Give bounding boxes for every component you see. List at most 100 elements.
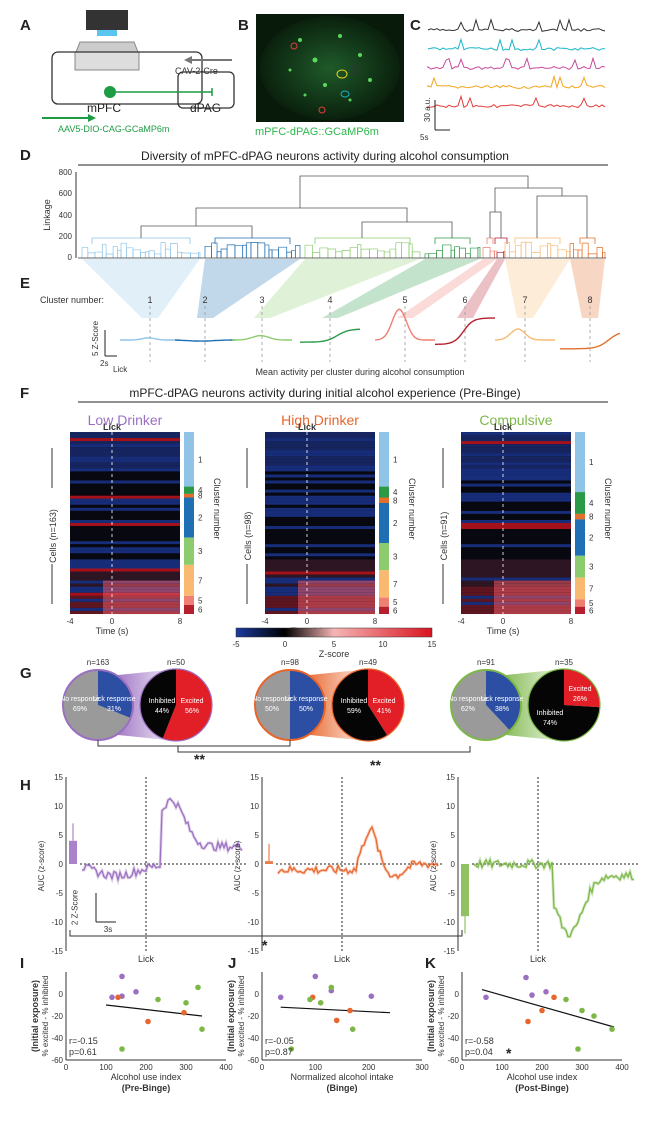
heatmap-row [461, 565, 571, 569]
lick-response-label: Lick response [284, 696, 327, 703]
dendro-leaf [539, 245, 548, 258]
heatmap-excited [103, 589, 180, 593]
dendro-leaf [458, 247, 466, 258]
pie-outline [331, 668, 405, 742]
panel-label-g: G [20, 665, 32, 682]
heatmap-row [461, 450, 571, 454]
calcium-trace [427, 18, 606, 32]
heatmap-row [265, 504, 375, 508]
dendro-link [536, 195, 588, 238]
lick-response-pct: 50% [299, 706, 313, 713]
microscope-image [256, 14, 404, 122]
excited-label: Excited [373, 698, 396, 705]
no-response-pct: 69% [73, 706, 87, 713]
heatmap-row [461, 468, 571, 472]
scatter-point [181, 1009, 187, 1016]
heatmap-excited [103, 595, 180, 599]
cluster-trace [174, 339, 235, 342]
scatter-point [109, 994, 115, 1001]
scatter-point [591, 1013, 597, 1019]
cluster-bar-label: 2 [589, 534, 594, 543]
lick-response-label: Lick response [92, 696, 135, 703]
heatmap-row [70, 474, 180, 478]
auc-ylabel: AUC (z-score) [37, 840, 46, 891]
sig-stars-2: ** [370, 757, 381, 773]
cluster-bar-label: 1 [393, 455, 398, 464]
cluster-bar [184, 604, 194, 614]
inhibited-label: Inhibited [341, 698, 368, 705]
heatmap-row [70, 553, 180, 557]
ytick-0: 0 [68, 253, 73, 262]
dendro-link [489, 211, 502, 238]
scatter-ytick: -40 [447, 1034, 459, 1043]
heatmap-row [265, 444, 375, 448]
no-response-pct: 50% [265, 706, 279, 713]
scatter-xtick: 0 [64, 1063, 69, 1072]
n-all: n=163 [87, 658, 110, 667]
heatmap-row [70, 432, 180, 436]
inhibited-pct: 44% [155, 708, 169, 715]
pie-excited [368, 669, 405, 736]
heatmap-row [461, 465, 571, 469]
scatter-xtick: 300 [179, 1063, 193, 1072]
dendro-leaf [349, 247, 358, 258]
inhibited-pct: 59% [347, 708, 361, 715]
pie-excited [564, 669, 600, 708]
heatmap-row [265, 507, 375, 511]
dendro-leaf [401, 242, 410, 258]
scatter-ytick: -20 [447, 1012, 459, 1021]
heatmap-row [70, 529, 180, 533]
dendro-branch [514, 237, 561, 244]
dendro-leaf [477, 247, 481, 258]
heatmap-row [265, 577, 375, 581]
heatmap-row [70, 462, 180, 466]
scatter-point [288, 1046, 295, 1052]
dendro-leaf [587, 253, 598, 258]
heatmap-excited [494, 583, 571, 587]
dendro-link [494, 187, 563, 212]
scatter-xtick: 100 [495, 1063, 509, 1072]
heatmap-row [265, 574, 375, 578]
dendro-leaf [278, 246, 288, 258]
r-value: r=-0.58 [465, 1036, 494, 1046]
heatmap-row [70, 495, 180, 499]
panel-label-i: I [20, 955, 24, 972]
heatmap-row [265, 495, 375, 499]
pie-outline [450, 669, 522, 741]
xtick: -4 [261, 617, 269, 626]
heatmap-row [265, 498, 375, 502]
cluster-trace [120, 337, 180, 341]
heatmap-excited [103, 598, 180, 602]
scatter-point [609, 1026, 615, 1032]
heatmap-row [461, 526, 571, 530]
cluster-bar-label: 7 [393, 580, 398, 589]
dendro-leaf [327, 248, 337, 258]
heatmap-row [265, 550, 375, 554]
heatmap-row [70, 486, 180, 490]
cluster-bar [575, 519, 585, 556]
cluster-bar [184, 537, 194, 565]
dendro-leaf [408, 243, 413, 258]
no-response-label: No response [252, 696, 292, 703]
heatmap-excited [298, 589, 375, 593]
dendro-leaf [525, 241, 532, 258]
n-lick: n=49 [359, 658, 378, 667]
fit-line [481, 989, 615, 1028]
dendro-leaf [112, 246, 118, 258]
lick-label: Lick [298, 422, 317, 432]
calcium-trace [427, 56, 606, 71]
panel-label-f: F [20, 385, 29, 402]
heatmap-excited [298, 601, 375, 605]
scatter-ytick: -20 [51, 1012, 63, 1021]
dendro-leaf [389, 248, 397, 258]
dendro-leaf [126, 247, 134, 258]
scatter-xsub: (Post-Binge) [515, 1083, 569, 1093]
panel-d-title: Diversity of mPFC-dPAG neurons activity … [141, 149, 509, 163]
heatmap-row [70, 498, 180, 502]
heatmap-row [265, 480, 375, 484]
xlabel: Time (s) [487, 626, 520, 636]
dendro-branch [214, 237, 291, 244]
cluster-number: 7 [522, 295, 527, 305]
h-significance: * [69, 930, 463, 953]
